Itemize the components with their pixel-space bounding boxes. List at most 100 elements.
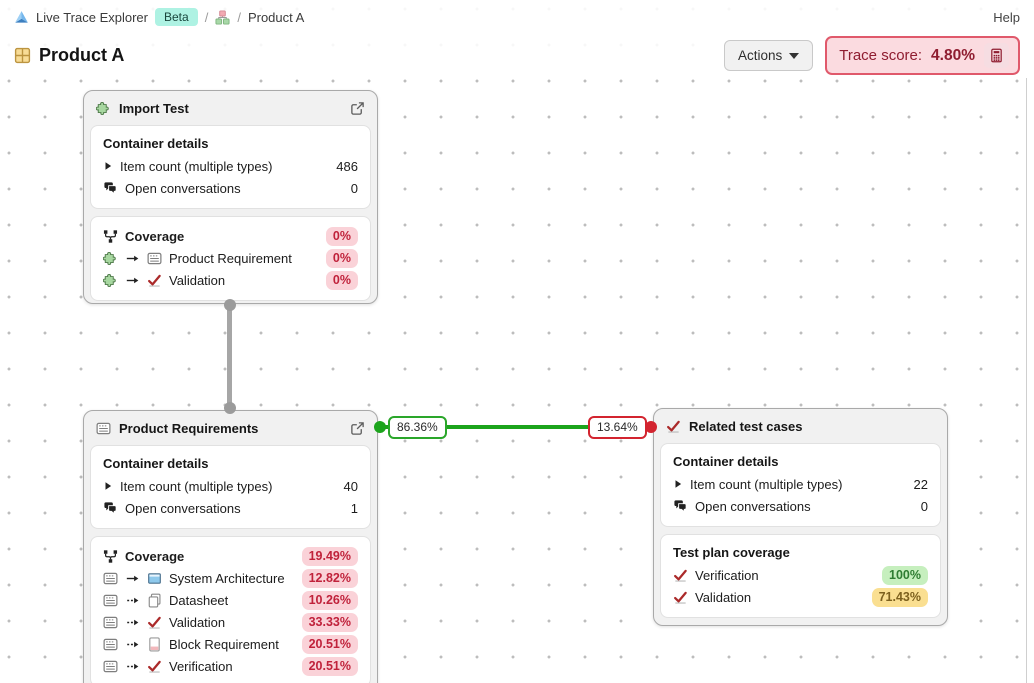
breadcrumb-separator: / bbox=[204, 9, 209, 25]
conversations-icon bbox=[673, 499, 688, 514]
coverage-row: Product Requirement 0% bbox=[103, 247, 358, 269]
section-heading: Test plan coverage bbox=[673, 545, 790, 560]
coverage-section: Coverage 0% Product Requirement 0% Valid… bbox=[90, 216, 371, 301]
coverage-section: Coverage 19.49% System Architecture 12.8… bbox=[90, 536, 371, 683]
coverage-row-label: Block Requirement bbox=[169, 636, 279, 652]
puzzle-icon bbox=[96, 101, 111, 116]
calculator-button[interactable] bbox=[984, 43, 1009, 68]
connector-covered-segment bbox=[380, 425, 590, 429]
section-heading: Container details bbox=[103, 136, 209, 151]
trace-score-label: Trace score: bbox=[839, 47, 923, 64]
edge-uncovered-percent-label[interactable]: 13.64% bbox=[588, 416, 647, 439]
container-details-section: Container details Item count (multiple t… bbox=[90, 445, 371, 529]
trace-score-value: 4.80% bbox=[931, 46, 975, 64]
edge-covered-percent-label[interactable]: 86.36% bbox=[388, 416, 447, 439]
test-check-icon bbox=[147, 659, 162, 674]
port-test-cases-left bbox=[645, 421, 657, 433]
coverage-row: Validation 33.33% bbox=[103, 611, 358, 633]
coverage-row: System Architecture 12.82% bbox=[103, 567, 358, 589]
dotted-arrow-right-icon bbox=[125, 594, 140, 607]
node-import-test[interactable]: Import Test Container details Item count… bbox=[83, 90, 378, 304]
block-requirement-icon bbox=[147, 637, 162, 652]
coverage-percent-badge: 20.51% bbox=[301, 656, 358, 676]
coverage-percent-badge: 0% bbox=[325, 248, 358, 268]
item-count-row[interactable]: Item count (multiple types) 40 bbox=[103, 475, 358, 497]
vertical-scrollbar[interactable] bbox=[1026, 78, 1034, 683]
item-count-label: Item count (multiple types) bbox=[690, 476, 843, 492]
coverage-total-badge: 0% bbox=[325, 226, 358, 246]
test-check-icon bbox=[666, 419, 681, 434]
requirement-icon bbox=[96, 421, 111, 436]
coverage-icon bbox=[103, 549, 118, 564]
arrow-right-icon bbox=[125, 252, 140, 265]
coverage-row: Block Requirement 20.51% bbox=[103, 633, 358, 655]
coverage-percent-badge: 20.51% bbox=[301, 634, 358, 654]
page-title: Product A bbox=[14, 45, 124, 66]
item-count-label: Item count (multiple types) bbox=[120, 158, 273, 174]
caret-right-icon[interactable] bbox=[103, 481, 113, 491]
requirement-icon bbox=[103, 615, 118, 630]
coverage-percent-badge: 71.43% bbox=[871, 587, 928, 607]
coverage-row: Verification 20.51% bbox=[103, 655, 358, 677]
arrow-right-icon bbox=[125, 572, 140, 585]
chevron-down-icon bbox=[789, 52, 800, 59]
test-plan-coverage-section: Test plan coverage Verification 100% Val… bbox=[660, 534, 941, 618]
help-link[interactable]: Help bbox=[993, 9, 1020, 25]
coverage-row-label: Product Requirement bbox=[169, 250, 292, 266]
coverage-row-label: Verification bbox=[169, 658, 233, 674]
conversations-label: Open conversations bbox=[125, 180, 241, 196]
coverage-percent-badge: 10.26% bbox=[301, 590, 358, 610]
breadcrumb-current[interactable]: Product A bbox=[247, 9, 305, 25]
conversations-label: Open conversations bbox=[695, 498, 811, 514]
item-count-row[interactable]: Item count (multiple types) 486 bbox=[103, 155, 358, 177]
top-bar: Live Trace Explorer Beta / / Product A H… bbox=[0, 0, 1034, 34]
coverage-percent-badge: 33.33% bbox=[301, 612, 358, 632]
actions-button-label: Actions bbox=[737, 48, 783, 63]
item-count-row[interactable]: Item count (multiple types) 22 bbox=[673, 473, 928, 495]
item-count-label: Item count (multiple types) bbox=[120, 478, 273, 494]
test-check-icon bbox=[673, 568, 688, 583]
dotted-arrow-right-icon bbox=[125, 638, 140, 651]
node-header: Related test cases bbox=[654, 409, 947, 443]
breadcrumb-separator: / bbox=[237, 9, 241, 25]
node-title: Related test cases bbox=[689, 419, 803, 434]
port-requirements-top bbox=[224, 402, 236, 414]
test-check-icon bbox=[147, 273, 162, 288]
requirement-icon bbox=[103, 593, 118, 608]
connector-import-to-requirements bbox=[227, 305, 232, 408]
coverage-percent-badge: 12.82% bbox=[301, 568, 358, 588]
beta-badge: Beta bbox=[155, 8, 198, 26]
open-container-button[interactable] bbox=[350, 421, 365, 436]
page-title-text: Product A bbox=[39, 45, 125, 65]
open-container-button[interactable] bbox=[350, 101, 365, 116]
actions-button[interactable]: Actions bbox=[723, 40, 814, 71]
coverage-summary-row: Coverage 0% bbox=[103, 225, 358, 247]
caret-right-icon[interactable] bbox=[103, 161, 113, 171]
project-icon[interactable] bbox=[215, 10, 230, 25]
coverage-row-label: System Architecture bbox=[169, 570, 285, 586]
caret-right-icon[interactable] bbox=[673, 479, 683, 489]
requirement-icon bbox=[103, 659, 118, 674]
puzzle-icon bbox=[103, 273, 118, 288]
external-link-icon bbox=[350, 101, 365, 116]
coverage-row-label: Validation bbox=[169, 614, 226, 630]
open-conversations-row: Open conversations 1 bbox=[103, 497, 358, 519]
trace-canvas[interactable]: 86.36% 13.64% Import Test Container deta… bbox=[0, 77, 1034, 683]
coverage-row: Verification 100% bbox=[673, 564, 928, 586]
node-related-test-cases[interactable]: Related test cases Container details Ite… bbox=[653, 408, 948, 626]
app-logo-icon bbox=[14, 10, 29, 25]
conversations-value: 1 bbox=[350, 500, 358, 516]
coverage-heading: Coverage bbox=[125, 228, 185, 244]
coverage-percent-badge: 100% bbox=[882, 565, 928, 585]
dotted-arrow-right-icon bbox=[125, 616, 140, 629]
conversations-label: Open conversations bbox=[125, 500, 241, 516]
node-header: Import Test bbox=[84, 91, 377, 125]
arrow-right-icon bbox=[125, 274, 140, 287]
port-requirements-right bbox=[374, 421, 386, 433]
port-import-bottom bbox=[224, 299, 236, 311]
coverage-row-label: Verification bbox=[695, 567, 759, 583]
node-product-requirements[interactable]: Product Requirements Container details I… bbox=[83, 410, 378, 683]
section-heading: Container details bbox=[673, 454, 779, 469]
conversations-value: 0 bbox=[350, 180, 358, 196]
section-heading: Container details bbox=[103, 456, 209, 471]
